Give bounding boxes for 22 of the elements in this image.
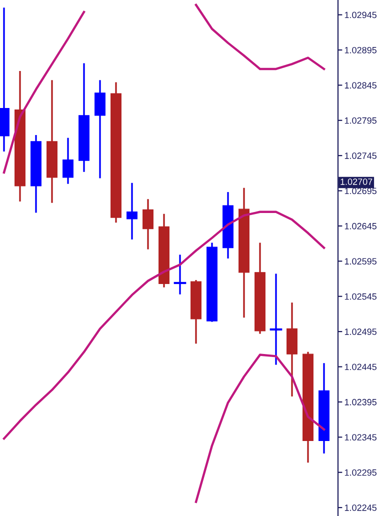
y-tick-label: 1.02595 <box>344 258 377 265</box>
text: 1.02707 <box>340 178 372 185</box>
line-series <box>194 354 326 504</box>
candlestick <box>94 80 106 178</box>
y-tick-label: 1.02745 <box>344 152 377 159</box>
y-tick-label: 1.02695 <box>344 188 377 194</box>
y-tick-label: 1.02645 <box>344 222 377 230</box>
y-tick-label: 1.02295 <box>344 469 377 476</box>
y-tick-label: 1.02495 <box>344 328 377 335</box>
candlestick <box>142 199 154 250</box>
candlestick <box>126 182 138 240</box>
y-tick-label: 1.02395 <box>344 398 377 406</box>
line-series <box>2 210 326 440</box>
y-tick-label: 1.02345 <box>344 434 377 441</box>
y-tick-label: 1.02845 <box>344 82 377 89</box>
candlestick <box>62 138 74 184</box>
y-tick-label: 1.02795 <box>344 117 377 124</box>
y-tick-label: 1.02895 <box>344 46 377 54</box>
y-tick-label: 1.02245 <box>344 504 377 511</box>
y-tick-label: 1.02945 <box>344 12 377 18</box>
y-tick-label: 1.02445 <box>344 364 377 370</box>
y-tick-label: 1.02545 <box>344 293 377 300</box>
